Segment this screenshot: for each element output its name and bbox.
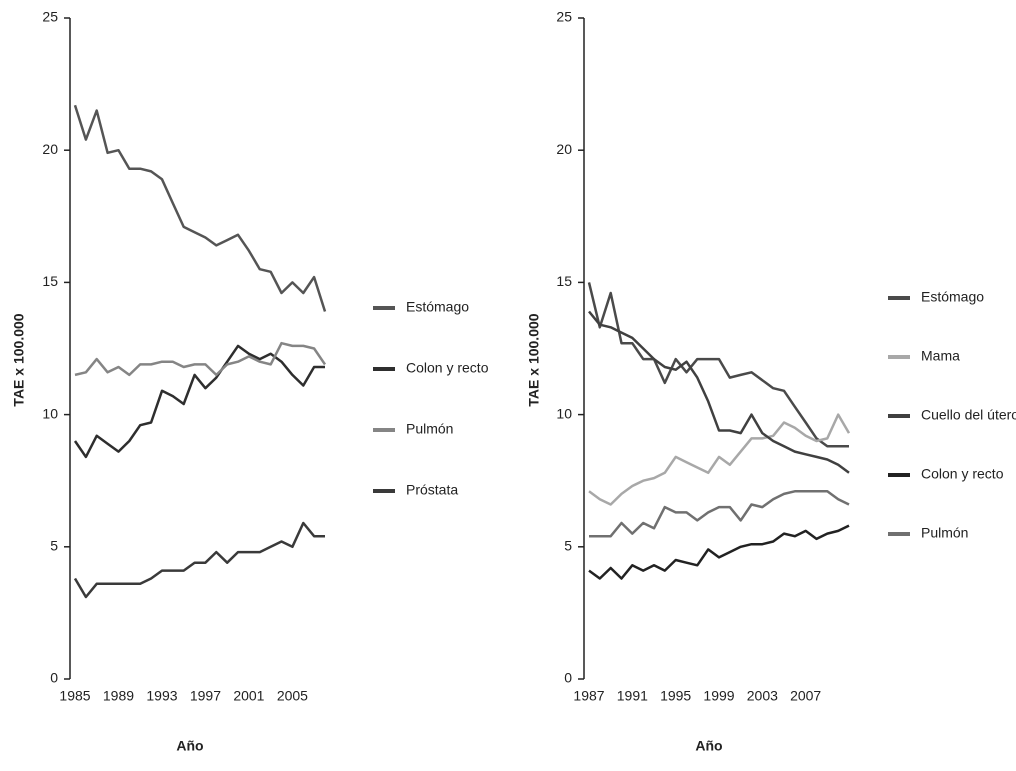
- series-line: [73, 104, 327, 312]
- x-tick-label: 1985: [59, 688, 90, 704]
- legend-label: Estómago: [921, 289, 984, 305]
- series-line: [588, 524, 850, 580]
- legend-label: Próstata: [406, 482, 458, 498]
- series-line: [588, 310, 850, 474]
- legend-label: Pulmón: [406, 421, 453, 437]
- x-axis-title: Año: [695, 738, 722, 754]
- y-axis-title: TAE x 100.000: [526, 313, 542, 406]
- legend-label: Mama: [921, 348, 960, 364]
- legend-label: Pulmón: [921, 525, 968, 541]
- x-tick-label: 1997: [190, 688, 221, 704]
- y-tick-label: 0: [564, 670, 572, 686]
- x-tick-label: 1995: [660, 688, 691, 704]
- y-tick-label: 25: [42, 9, 58, 25]
- y-axis-title: TAE x 100.000: [11, 313, 27, 406]
- legend-label: Cuello del útero: [921, 407, 1016, 423]
- y-tick-label: 25: [556, 9, 572, 25]
- series-line: [589, 490, 850, 538]
- x-tick-label: 2001: [233, 688, 264, 704]
- x-tick-label: 1991: [617, 688, 648, 704]
- series-line: [73, 344, 325, 459]
- series-line: [73, 521, 325, 599]
- y-tick-label: 5: [50, 538, 58, 554]
- x-tick-label: 1987: [573, 688, 604, 704]
- legend-label: Colon y recto: [921, 466, 1004, 482]
- y-tick-label: 20: [556, 141, 572, 157]
- x-tick-label: 2007: [790, 688, 821, 704]
- x-axis-title: Año: [176, 738, 203, 754]
- x-tick-label: 1989: [103, 688, 134, 704]
- x-tick-label: 2005: [277, 688, 308, 704]
- y-tick-label: 10: [42, 405, 58, 421]
- x-tick-label: 2003: [747, 688, 778, 704]
- series-line: [587, 282, 849, 448]
- y-tick-label: 10: [556, 405, 572, 421]
- y-tick-label: 0: [50, 670, 58, 686]
- x-tick-label: 1993: [146, 688, 177, 704]
- series-line: [74, 341, 327, 377]
- series-line: [588, 413, 851, 506]
- y-tick-label: 20: [42, 141, 58, 157]
- legend-label: Colon y recto: [406, 360, 489, 376]
- legend-label: Estómago: [406, 299, 469, 315]
- x-tick-label: 1999: [703, 688, 734, 704]
- y-tick-label: 15: [42, 273, 58, 289]
- y-tick-label: 5: [564, 538, 572, 554]
- y-tick-label: 15: [556, 273, 572, 289]
